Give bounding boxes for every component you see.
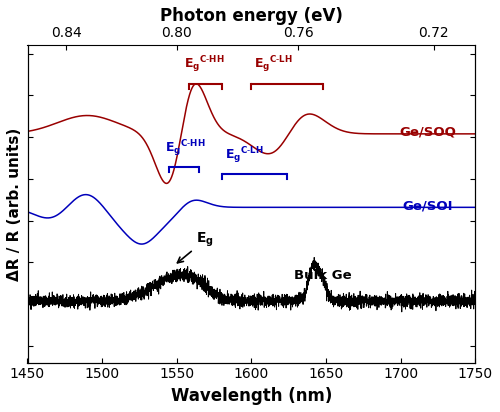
- Text: $\mathbf{E_g}$: $\mathbf{E_g}$: [178, 231, 214, 263]
- Text: $\mathbf{E_g}^{\rm\bf C\text{-}HH}$: $\mathbf{E_g}^{\rm\bf C\text{-}HH}$: [184, 55, 225, 75]
- Text: Bulk Ge: Bulk Ge: [294, 269, 352, 282]
- X-axis label: Photon energy (eV): Photon energy (eV): [160, 7, 343, 25]
- X-axis label: Wavelength (nm): Wavelength (nm): [171, 387, 332, 405]
- Text: $\mathbf{E_g}^{\rm\bf C\text{-}LH}$: $\mathbf{E_g}^{\rm\bf C\text{-}LH}$: [224, 145, 264, 166]
- Text: Ge/SOQ: Ge/SOQ: [400, 126, 456, 139]
- Text: Ge/SOI: Ge/SOI: [402, 199, 453, 212]
- Text: $\mathbf{E_g}^{\rm\bf C\text{-}HH}$: $\mathbf{E_g}^{\rm\bf C\text{-}HH}$: [165, 138, 205, 159]
- Y-axis label: ΔR / R (arb. units): ΔR / R (arb. units): [7, 127, 22, 281]
- Text: $\mathbf{E_g}^{\rm\bf C\text{-}LH}$: $\mathbf{E_g}^{\rm\bf C\text{-}LH}$: [254, 55, 294, 75]
